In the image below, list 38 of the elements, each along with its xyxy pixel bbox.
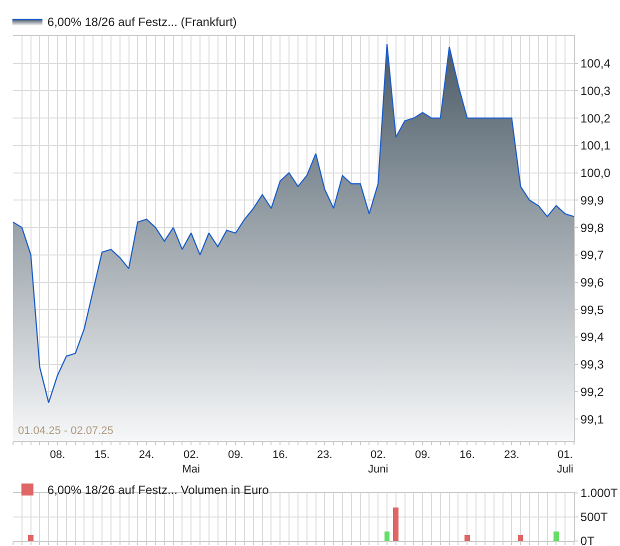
x-tick-label: 15. <box>94 449 110 462</box>
bar <box>28 535 34 541</box>
bar <box>554 531 559 541</box>
y-tick-label: 100,2 <box>580 111 611 126</box>
x-tick-label: 09. <box>414 449 430 462</box>
x-tick-label: 01. Juli <box>556 449 574 476</box>
legend-label: 6,00% 18/26 auf Festz... Volumen in Euro <box>47 483 270 498</box>
x-tick-label: 16. <box>459 449 475 462</box>
y-tick-label: 100,3 <box>580 84 611 98</box>
y-tick-label: 1.000T <box>580 486 618 500</box>
y-tick-label: 99,2 <box>580 384 604 399</box>
x-tick-label: 09. <box>228 449 244 462</box>
y-tick-label: 99,9 <box>580 193 604 208</box>
x-tick-label: 02. Mai <box>182 449 200 476</box>
x-tick-label: 23. <box>317 449 332 462</box>
bar <box>393 507 399 541</box>
bar <box>518 535 524 541</box>
y-tick-label: 99,7 <box>580 248 604 262</box>
y-tick-label: 99,6 <box>580 275 604 290</box>
y-tick-label: 99,5 <box>580 302 604 317</box>
y-tick-label: 0T <box>580 534 596 546</box>
x-tick-label: 16. <box>272 449 288 462</box>
y-tick-label: 99,4 <box>580 330 604 344</box>
bar <box>384 531 390 541</box>
legend-label: 6,00% 18/26 auf Festz... (Frankfurt) <box>47 15 237 30</box>
y-tick-label: 99,8 <box>580 220 604 235</box>
x-tick-label: 08. <box>50 449 66 462</box>
x-tick-label: 23. <box>504 449 520 462</box>
y-tick-label: 100,0 <box>580 166 611 180</box>
x-tick-label: 24. <box>138 449 154 462</box>
y-tick-label: 500T <box>580 510 608 524</box>
y-tick-label: 100,1 <box>580 138 611 153</box>
bar <box>464 535 470 541</box>
annotation: 01.04.25 - 02.07.25 <box>18 425 114 437</box>
y-tick-label: 99,3 <box>580 358 604 372</box>
y-tick-label: 99,1 <box>580 412 604 426</box>
y-tick-label: 100,4 <box>580 56 611 71</box>
x-tick-label: 02. Juni <box>368 449 388 476</box>
